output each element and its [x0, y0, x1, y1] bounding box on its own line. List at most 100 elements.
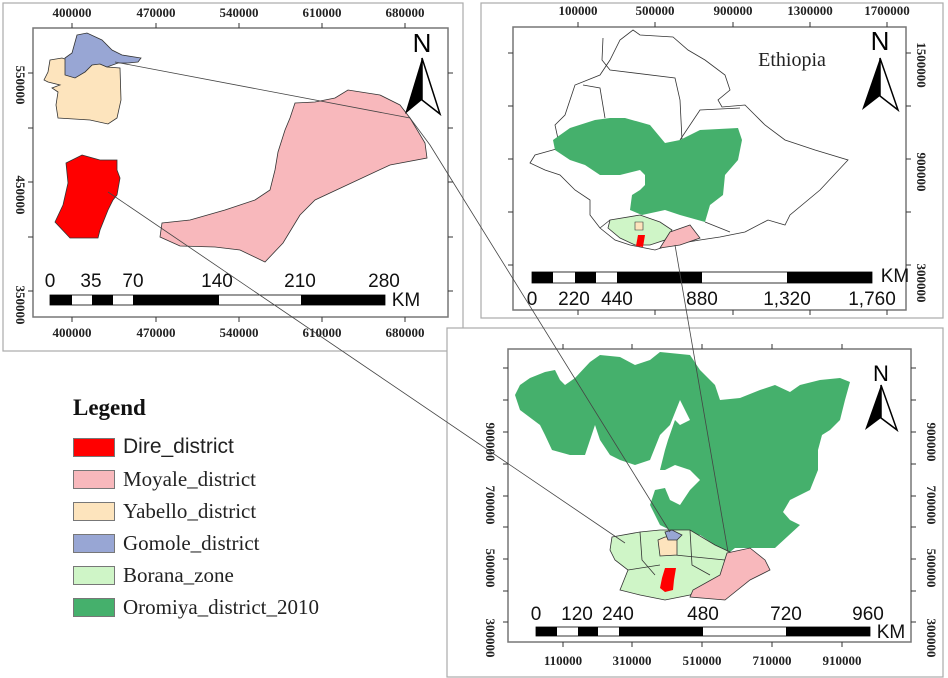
x-tick-label: 400000: [53, 325, 92, 340]
y-tick-label: 500000: [483, 549, 498, 588]
gomole-district: [64, 32, 142, 79]
x-tick-label: 110000: [544, 653, 582, 668]
scale-label: 0: [45, 271, 56, 292]
legend-title: Legend: [73, 395, 146, 420]
scale-label: 1,760: [848, 289, 896, 310]
legend-label: Dire_district: [123, 435, 234, 458]
legend-label: Gomole_district: [123, 530, 260, 555]
ethiopia-map-neatline: [512, 26, 907, 311]
x-tick-label: 470000: [137, 325, 176, 340]
y-tick-label: 300000: [483, 619, 498, 658]
x-tick-label: 500000: [636, 3, 675, 18]
oromiya-map-panel: N 110000 310000 510000 710000 910000 900000 90…: [446, 327, 944, 678]
oromiya-region: [515, 352, 850, 552]
moyale-district: [689, 547, 771, 601]
legend-label: Moyale_district: [123, 466, 256, 491]
north-arrow-icon: [865, 385, 881, 430]
y-tick-label: 450000: [13, 176, 28, 215]
y-tick-label: 300000: [914, 264, 929, 303]
scale-label: 1,320: [763, 289, 811, 310]
detail-scale-bar: [49, 294, 386, 306]
x-tick-label: 910000: [823, 653, 862, 668]
region-borders: [559, 37, 741, 233]
connector-lines: [107, 61, 729, 553]
scale-label: 140: [201, 271, 233, 292]
scale-label: 880: [686, 289, 718, 310]
scale-unit-label: KM: [881, 266, 910, 287]
legend-item: Dire_district: [73, 431, 319, 463]
legend-swatch: [73, 469, 115, 489]
scale-label: 0: [527, 289, 538, 310]
scale-label: 35: [80, 271, 101, 292]
legend-item: Yabello_district: [73, 495, 319, 527]
y-tick-label: 900000: [483, 423, 498, 462]
x-tick-label: 610000: [303, 5, 342, 20]
y-tick-label: 550000: [13, 66, 28, 105]
y-tick-label: 500000: [924, 549, 939, 588]
yabello-district: [634, 221, 644, 231]
y-tick-label: 300000: [924, 619, 939, 658]
legend-label: Oromiya_district_2010: [123, 594, 319, 619]
scale-label: 70: [122, 271, 143, 292]
legend-swatch: [73, 501, 115, 521]
scale-label: 720: [770, 604, 802, 625]
legend-swatch: [73, 565, 115, 585]
legend-swatch: [73, 437, 115, 457]
north-arrow-icon: [405, 58, 422, 114]
legend: Legend Dire_district Moyale_district Yabel…: [73, 395, 319, 623]
x-tick-label: 510000: [683, 653, 722, 668]
y-tick-label: 700000: [924, 486, 939, 525]
north-arrow: N: [865, 361, 899, 433]
y-tick-label: 1500000: [914, 42, 929, 88]
legend-label: Yabello_district: [123, 498, 257, 523]
legend-swatch: [73, 597, 115, 617]
x-tick-label: 710000: [753, 653, 792, 668]
legend-swatch: [73, 533, 115, 553]
detail-map-panel: N 400000 400000 470000 470000 540000 540000 61…: [2, 2, 464, 352]
north-label: N: [871, 26, 890, 56]
moyale-district: [659, 224, 701, 249]
y-tick-label: 900000: [924, 423, 939, 462]
y-tick-label: 350000: [13, 286, 28, 325]
oromiya-scale-bar: [535, 626, 871, 637]
dire-district: [636, 235, 645, 247]
x-tick-label: 1700000: [864, 3, 910, 18]
north-arrow-icon: [862, 58, 880, 110]
x-tick-label: 540000: [220, 5, 259, 20]
north-arrow: N: [405, 28, 442, 117]
y-tick-label: 900000: [914, 153, 929, 192]
legend-item: Gomole_district: [73, 527, 319, 559]
ethiopia-map-panel: Ethiopia N 100000 500000 900000 1300000 1700…: [480, 2, 944, 319]
scale-label: 960: [852, 604, 884, 625]
dire-district: [660, 568, 676, 592]
scale-label: 220: [558, 289, 590, 310]
x-tick-label: 1300000: [787, 3, 833, 18]
y-tick-label: 700000: [483, 486, 498, 525]
moyale-district: [159, 89, 428, 263]
yabello-district: [657, 536, 678, 557]
scale-unit-label: KM: [392, 290, 421, 311]
north-label: N: [413, 28, 432, 58]
borana-district-borders: [627, 529, 726, 576]
x-tick-label: 100000: [559, 3, 598, 18]
x-tick-label: 610000: [303, 325, 342, 340]
scale-label: 210: [284, 271, 316, 292]
legend-item: Oromiya_district_2010: [73, 591, 319, 623]
gomole-district: [664, 529, 683, 541]
scale-label: 280: [368, 271, 400, 292]
ethiopia-scale-bar: [531, 271, 873, 284]
legend-item: Borana_zone: [73, 559, 319, 591]
scale-label: 440: [601, 289, 633, 310]
legend-item: Moyale_district: [73, 463, 319, 495]
dire-district: [54, 154, 121, 239]
scale-label: 0: [531, 604, 542, 625]
x-tick-label: 900000: [714, 3, 753, 18]
x-tick-label: 470000: [137, 5, 176, 20]
detail-map-neatline: [32, 27, 449, 318]
scale-label: 480: [687, 604, 719, 625]
x-tick-label: 400000: [53, 5, 92, 20]
x-tick-label: 680000: [386, 325, 425, 340]
x-tick-label: 540000: [220, 325, 259, 340]
legend-label: Borana_zone: [123, 562, 234, 587]
